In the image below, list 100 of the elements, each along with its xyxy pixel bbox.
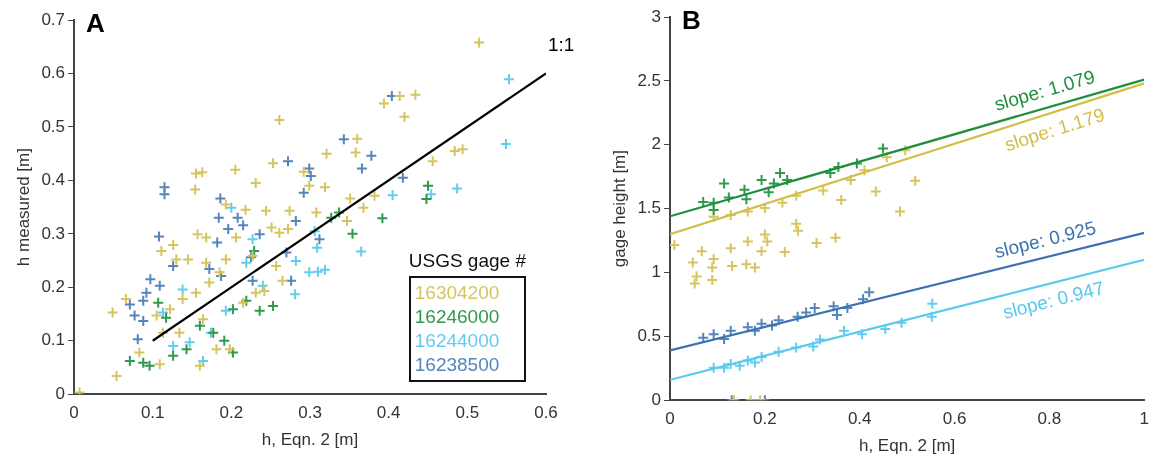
point [333, 206, 346, 219]
point [137, 294, 150, 307]
point [193, 319, 206, 332]
point [303, 162, 316, 175]
x-tick-label: 1 [1139, 409, 1150, 429]
point [858, 164, 871, 177]
point [863, 286, 876, 299]
point [267, 300, 280, 312]
x-tick-label: 0 [665, 409, 675, 429]
point [767, 177, 780, 190]
y-tick-label: 0.2 [41, 276, 66, 296]
point [212, 211, 225, 224]
point [303, 266, 316, 279]
point [225, 201, 238, 214]
chart-title: A [86, 8, 106, 39]
point [160, 311, 173, 324]
y-tick-label: 0.6 [41, 63, 66, 83]
point [800, 306, 813, 319]
point [741, 235, 754, 248]
point [318, 263, 331, 276]
y-tick-label: 2.5 [637, 70, 662, 90]
x-axis-title: h, Eqn. 2 [m] [858, 436, 956, 456]
point [325, 211, 338, 224]
text: 1:1 [548, 33, 575, 55]
point [876, 142, 889, 155]
point [425, 188, 438, 201]
point [869, 185, 882, 198]
point [718, 361, 731, 374]
point [772, 314, 785, 327]
x-tick-label: 0.6 [534, 403, 558, 423]
y-tick-label: 0.5 [637, 326, 662, 346]
annotation: slope: 0.947 [1000, 277, 1107, 323]
point [718, 177, 731, 190]
text: 16246000 [414, 305, 501, 330]
point [451, 182, 464, 195]
point [790, 341, 803, 354]
point [829, 231, 842, 244]
point [755, 245, 768, 258]
legend-title: USGS gage # [408, 250, 526, 273]
y-tick-label: 1 [651, 262, 662, 282]
point [311, 241, 324, 254]
point [688, 277, 701, 290]
y-tick-label: 0 [651, 389, 662, 409]
point [176, 283, 189, 296]
point [158, 188, 171, 201]
x-tick-label: 0.3 [298, 403, 322, 423]
point [214, 192, 227, 205]
point [724, 242, 737, 255]
point [240, 256, 253, 269]
point [880, 151, 893, 164]
point [313, 233, 326, 246]
x-tick-label: 0 [69, 403, 79, 423]
point [297, 186, 310, 199]
point [355, 162, 368, 175]
y-axis-title: gage height [m] [609, 150, 629, 268]
point [180, 343, 193, 356]
text: 16304200 [414, 281, 501, 306]
point [144, 273, 157, 286]
point [337, 133, 350, 146]
x-tick-label: 0.6 [942, 409, 967, 429]
y-axis-title: h measured [m] [13, 148, 33, 267]
point [772, 345, 785, 358]
point [152, 296, 165, 309]
text: 16238500 [414, 353, 501, 378]
point [396, 171, 409, 184]
y-tick-label: 0.1 [41, 330, 66, 350]
x-tick-label: 0.4 [847, 409, 872, 429]
point [813, 333, 826, 346]
y-tick-label: 0.7 [41, 9, 66, 29]
point [722, 191, 735, 204]
x-tick-label: 0.5 [455, 403, 480, 423]
point [895, 316, 908, 329]
x-tick-label: 0.2 [753, 409, 777, 429]
point [807, 340, 820, 353]
point [285, 274, 298, 287]
point [376, 212, 389, 225]
point [909, 174, 922, 187]
point [131, 333, 144, 346]
point [289, 288, 302, 301]
y-tick-label: 1.5 [637, 198, 662, 218]
x-tick-label: 0.1 [140, 403, 165, 423]
point [755, 317, 768, 330]
annotation: slope: 0.925 [992, 216, 1099, 263]
y-tick-label: 0.3 [41, 223, 66, 243]
x-tick-label: 0.8 [1037, 409, 1062, 429]
point [695, 245, 708, 258]
point [856, 328, 869, 341]
y-tick-label: 0.4 [41, 170, 66, 190]
y-tick-label: 3 [651, 6, 662, 26]
point [211, 236, 224, 249]
point [140, 286, 153, 299]
point [167, 349, 180, 362]
point [219, 304, 232, 317]
point [741, 205, 754, 218]
point [346, 227, 359, 240]
y-tick-label: 2 [651, 134, 662, 154]
point [706, 261, 719, 274]
point [183, 336, 196, 349]
point [153, 279, 166, 292]
point [386, 189, 399, 202]
